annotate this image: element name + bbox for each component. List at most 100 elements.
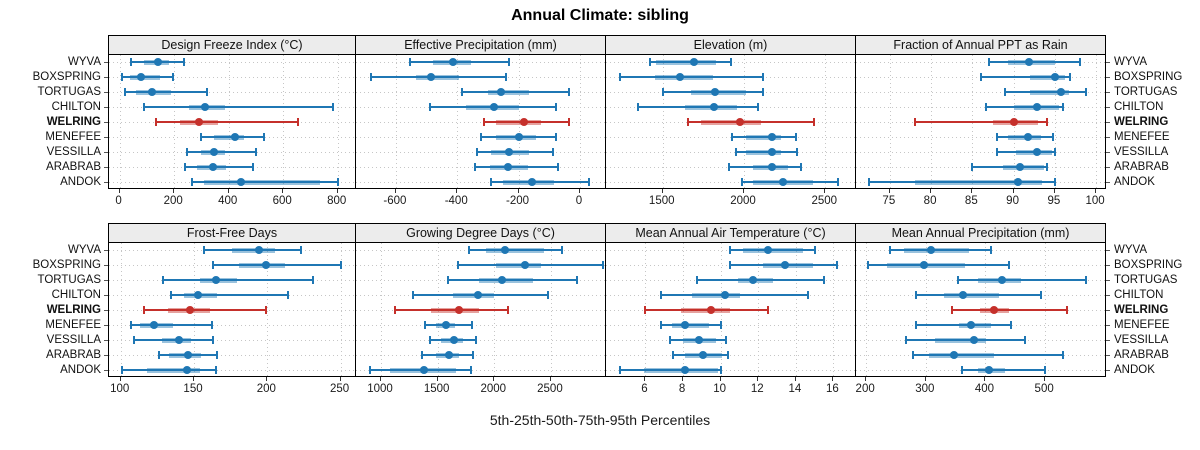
whisker-cap (660, 291, 663, 299)
whisker-5th-95th (1005, 91, 1087, 93)
whisker-cap (370, 73, 373, 81)
whisker-cap (761, 88, 764, 96)
station-label-right-vessilla: VESSILLA (1114, 146, 1169, 158)
whisker-cap (836, 178, 839, 186)
x-gridline (825, 55, 827, 188)
row-gridline (606, 152, 855, 153)
whisker-cap (795, 148, 798, 156)
row-gridline (856, 107, 1105, 108)
whisker-5th-95th (395, 309, 508, 311)
row-gridline (606, 355, 855, 356)
median-dot (736, 118, 745, 126)
band-25th-75th (479, 277, 533, 283)
x-axis-tick (794, 377, 796, 381)
median-dot (1057, 88, 1066, 96)
x-axis-tick (193, 377, 195, 381)
whisker-cap (311, 276, 314, 284)
whisker-cap (568, 88, 571, 96)
y-axis-tick (104, 167, 108, 168)
median-dot (515, 133, 524, 141)
percentiles-caption: 5th-25th-50th-75th-95th Percentiles (489, 412, 711, 428)
y-axis-tick (1106, 280, 1110, 281)
x-gridline (833, 243, 835, 376)
band-25th-75th (1007, 134, 1041, 140)
x-axis-tick (394, 189, 396, 193)
whisker-cap (199, 133, 202, 141)
whisker-cap (508, 58, 511, 66)
band-25th-75th (743, 247, 804, 253)
panel-header-effective-precipitation-mm: Effective Precipitation (mm) (355, 35, 606, 55)
whisker-5th-95th (735, 151, 797, 153)
x-axis-tick (1095, 189, 1097, 193)
station-label-left-andok: ANDOK (60, 176, 101, 188)
x-axis-tick-label: 100 (110, 383, 130, 395)
x-axis-tick-label: 85 (964, 195, 978, 207)
whisker-5th-95th (980, 76, 1070, 78)
whisker-cap (1065, 306, 1068, 314)
x-gridline (889, 55, 891, 188)
band-25th-75th (904, 247, 970, 253)
median-dot (780, 261, 789, 269)
whisker-cap (889, 246, 891, 254)
whisker-5th-95th (184, 166, 253, 168)
whisker-5th-95th (660, 324, 721, 326)
median-dot (969, 336, 978, 344)
station-label-left-tortugas: TORTUGAS (37, 86, 101, 98)
whisker-cap (1053, 178, 1056, 186)
median-dot (985, 366, 994, 374)
median-dot (1013, 178, 1022, 186)
station-label-left-wyva: WYVA (67, 56, 101, 68)
whisker-5th-95th (913, 354, 1064, 356)
station-label-right-menefee: MENEFEE (1114, 319, 1170, 331)
median-dot (254, 246, 263, 254)
whisker-cap (971, 163, 974, 171)
x-axis-tick-label: 80 (923, 195, 937, 207)
x-gridline (662, 55, 664, 188)
median-dot (1025, 58, 1034, 66)
x-axis-tick-label: 100 (1085, 195, 1105, 207)
whisker-5th-95th (371, 76, 506, 78)
whisker-5th-95th (490, 181, 590, 183)
x-axis-tick (757, 377, 759, 381)
whisker-cap (456, 261, 459, 269)
whisker-cap (215, 366, 217, 374)
median-dot (194, 291, 203, 299)
panel-header-mean-annual-air-temperature-c: Mean Annual Air Temperature (°C) (605, 223, 856, 243)
x-axis-tick (173, 189, 175, 193)
panel-plot-mean-annual-air-temperature-c (605, 243, 856, 377)
whisker-5th-95th (997, 151, 1055, 153)
whisker-cap (729, 261, 732, 269)
y-axis-tick (1106, 265, 1110, 266)
y-axis-tick (1106, 250, 1110, 251)
median-dot (695, 336, 704, 344)
whisker-5th-95th (213, 264, 341, 266)
median-dot (721, 291, 730, 299)
whisker-cap (470, 321, 473, 329)
x-axis-tick-label: 0 (115, 195, 122, 207)
whisker-cap (420, 351, 423, 359)
y-axis-tick (104, 182, 108, 183)
station-label-right-tortugas: TORTUGAS (1114, 86, 1178, 98)
station-label-left-welring: WELRING (46, 304, 101, 316)
median-dot (927, 246, 936, 254)
whisker-cap (251, 163, 254, 171)
panel-plot-fraction-of-annual-ppt-as-rain (855, 55, 1106, 189)
x-axis-tick-label: 2500 (811, 195, 838, 207)
whisker-5th-95th (728, 166, 801, 168)
station-label-right-welring: WELRING (1114, 116, 1169, 128)
y-axis-tick (104, 122, 108, 123)
panel-plot-growing-degree-days-c (355, 243, 606, 377)
whisker-cap (813, 118, 816, 126)
median-dot (505, 148, 514, 156)
whisker-cap (686, 118, 689, 126)
whisker-cap (411, 291, 414, 299)
median-dot (767, 163, 776, 171)
whisker-cap (1062, 351, 1065, 359)
station-label-right-boxspring: BOXSPRING (1114, 71, 1183, 83)
y-axis-tick (104, 137, 108, 138)
panel-header-design-freeze-index-c: Design Freeze Index (°C) (108, 35, 356, 55)
whisker-cap (556, 163, 559, 171)
x-axis-tick-label: 800 (327, 195, 347, 207)
panel-header-mean-annual-precipitation-mm: Mean Annual Precipitation (mm) (855, 223, 1106, 243)
row-gridline (109, 370, 355, 371)
